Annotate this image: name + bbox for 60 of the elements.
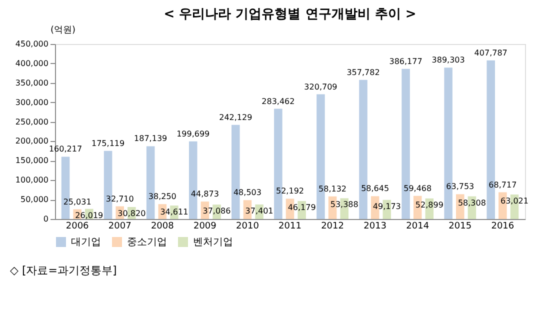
data-label: 160,217: [48, 144, 82, 154]
data-label: 63,753: [446, 182, 474, 192]
data-label: 68,717: [488, 180, 517, 190]
data-label: 320,709: [304, 82, 338, 92]
data-label: 44,873: [190, 190, 219, 199]
data-label: 389,303: [432, 56, 465, 65]
y-tick-label: 400,000: [15, 58, 48, 68]
data-label: 199,699: [176, 129, 210, 138]
legend-label: 대기업: [71, 237, 101, 248]
data-label: 53,388: [330, 200, 358, 210]
data-label: 242,129: [219, 112, 252, 122]
data-label: 46,179: [288, 203, 316, 212]
y-tick-label: 450,000: [15, 40, 48, 48]
data-label: 407,787: [474, 48, 508, 58]
data-label: 52,192: [276, 186, 304, 196]
x-tick-label: 2014: [406, 222, 430, 232]
x-tick-label: 2008: [150, 222, 174, 232]
y-tick-label: 300,000: [15, 98, 48, 107]
x-tick-label: 2006: [66, 222, 90, 232]
x-tick-label: 2012: [321, 222, 344, 232]
data-label: 58,308: [458, 198, 486, 208]
y-tick-label: 50,000: [20, 195, 48, 204]
data-label: 386,177: [389, 56, 422, 66]
data-label: 58,132: [318, 184, 347, 194]
data-label: 187,139: [134, 134, 168, 144]
data-label: 283,462: [262, 96, 295, 106]
y-tick-label: 350,000: [15, 78, 48, 88]
text: ◇ [자료=과기정통부]: [10, 264, 117, 277]
data-label: 37,086: [202, 206, 231, 216]
data-label: 32,710: [106, 194, 134, 204]
legend-label: 벤처기업: [193, 237, 233, 248]
y-tick-label: 200,000: [15, 136, 48, 146]
data-label: 49,173: [372, 202, 401, 211]
data-label: 30,820: [118, 209, 146, 218]
x-tick-label: 2010: [236, 222, 260, 232]
x-tick-label: 2007: [108, 222, 132, 232]
data-label: 38,250: [148, 192, 176, 202]
data-label: 63,021: [500, 196, 528, 206]
y-axis-title: (억원): [50, 26, 76, 36]
y-tick-label: 0: [43, 214, 48, 224]
x-tick-label: 2011: [278, 222, 302, 232]
data-label: 357,782: [346, 68, 380, 77]
data-label: 175,119: [92, 138, 125, 148]
x-tick-label: 2016: [491, 222, 514, 232]
data-label: 48,503: [233, 188, 262, 198]
y-tick-label: 250,000: [15, 117, 48, 126]
x-tick-label: 2013: [364, 222, 387, 232]
legend-label: 중소기업: [127, 237, 167, 248]
y-tick-label: 150,000: [15, 156, 48, 166]
data-label: 34,611: [160, 208, 188, 217]
data-label: 59,468: [404, 184, 432, 193]
x-tick-label: 2015: [448, 222, 472, 232]
data-label: 52,899: [415, 200, 444, 210]
data-label: 26,019: [75, 210, 104, 220]
data-label: 25,031: [63, 197, 92, 206]
x-tick-label: 2009: [193, 222, 217, 232]
chart-title: < 우리나라 기업유형별 연구개발비 추이 >: [164, 7, 416, 22]
data-label: 37,401: [245, 206, 274, 216]
data-label: 58,645: [361, 184, 390, 194]
y-tick-label: 100,000: [15, 176, 48, 185]
